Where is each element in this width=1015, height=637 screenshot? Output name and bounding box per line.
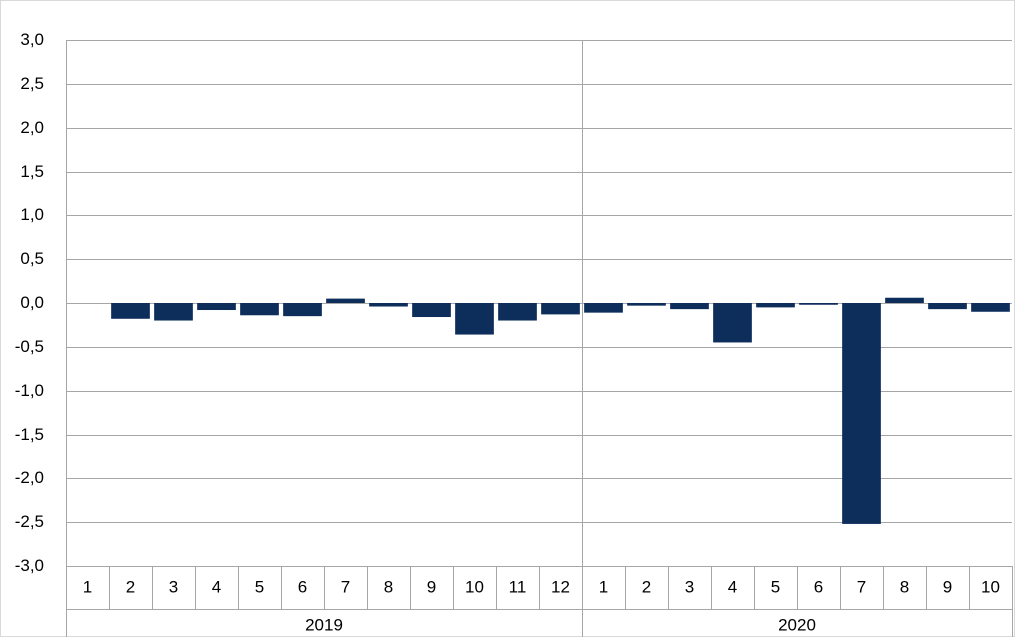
y-tick-label: -3,0 [15,556,44,575]
x-tick-label: 3 [685,577,694,596]
bar [756,303,795,308]
x-tick-label: 2 [126,577,135,596]
x-tick-label: 10 [465,577,484,596]
y-tick-label: -2,0 [15,468,44,487]
x-tick-label: 8 [900,577,909,596]
bar [842,303,881,524]
bars [111,297,1010,524]
x-tick-label: 5 [255,577,264,596]
x-group-label: 2020 [778,615,816,634]
bar [369,303,408,307]
y-tick-label: -1,5 [15,425,44,444]
bar [713,303,752,343]
y-tick-label: 1,5 [20,162,44,181]
bar [111,303,150,319]
y-tick-label: -0,5 [15,337,44,356]
x-tick-label: 9 [427,577,436,596]
x-tick-label: 8 [384,577,393,596]
x-tick-label: 5 [771,577,780,596]
y-tick-label: 2,5 [20,74,44,93]
x-tick-label: 1 [83,577,92,596]
bar [584,303,623,313]
bar [799,303,838,305]
bar [197,303,236,311]
x-tick-label: 4 [212,577,221,596]
x-tick-label: 9 [943,577,952,596]
x-tick-label: 11 [509,577,527,596]
bar [971,303,1010,312]
y-tick-label: 0,0 [20,293,44,312]
y-tick-label: 3,0 [20,30,44,49]
y-tick-label: 0,5 [20,249,44,268]
x-tick-label: 7 [341,577,350,596]
x-tick-label: 3 [169,577,178,596]
x-tick-label: 7 [857,577,866,596]
bar [885,297,924,303]
x-tick-label: 12 [551,577,570,596]
y-tick-label: 2,0 [20,118,44,137]
x-tick-label: 4 [728,577,737,596]
bar [627,303,666,306]
bar [541,303,580,315]
x-tick-label: 2 [642,577,651,596]
bar [240,303,279,316]
x-tick-label: 10 [981,577,1000,596]
bar [455,303,494,335]
bar [154,303,193,321]
bar [498,303,537,321]
y-tick-label: -1,0 [15,381,44,400]
x-tick-label: 6 [814,577,823,596]
x-tick-label: 1 [599,577,608,596]
bar [670,303,709,310]
bar [326,298,365,303]
bar [928,303,967,310]
y-tick-label: -2,5 [15,512,44,531]
y-axis: 3,0 2,5 2,0 1,5 1,0 0,5 0,0 -0,5 -1,0 -1,5 -2,0 -2,… [15,30,67,637]
bar [283,303,322,317]
bar [412,303,451,318]
y-tick-label: 1,0 [20,205,44,224]
x-tick-label: 6 [298,577,307,596]
x-group-label: 2019 [305,615,343,634]
